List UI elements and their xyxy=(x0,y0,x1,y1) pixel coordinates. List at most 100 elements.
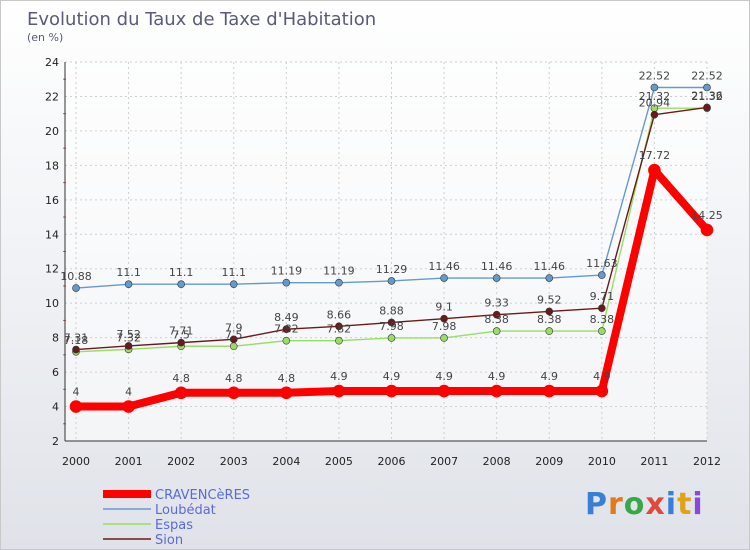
data-point xyxy=(545,327,554,335)
data-point xyxy=(387,334,396,342)
grid xyxy=(65,61,708,442)
y-tick-label: 12 xyxy=(45,263,59,276)
data-label: 22.52 xyxy=(639,69,671,82)
data-point xyxy=(280,386,293,400)
data-label: 7.5 xyxy=(225,328,243,341)
y-tick-label: 2 xyxy=(52,435,59,448)
data-label: 7.71 xyxy=(169,325,194,338)
data-point xyxy=(332,384,346,398)
data-label: 9.1 xyxy=(435,301,453,314)
data-point xyxy=(385,384,398,398)
y-tick-label: 16 xyxy=(45,194,59,207)
data-label: 20.94 xyxy=(639,97,671,110)
y-tick-label: 14 xyxy=(45,228,59,241)
data-point xyxy=(177,338,185,347)
data-label: 8.88 xyxy=(379,304,404,317)
data-label: 9.71 xyxy=(590,290,615,303)
legend-label: CRAVENCèRES xyxy=(155,488,250,503)
y-tick-label: 6 xyxy=(52,366,59,379)
data-point xyxy=(282,278,291,287)
data-point xyxy=(703,103,711,112)
data-label: 7.52 xyxy=(116,328,141,341)
data-label: 11.1 xyxy=(169,266,194,279)
y-tick-label: 4 xyxy=(52,401,59,414)
data-label: 21.36 xyxy=(691,89,723,102)
y-tick-label: 18 xyxy=(45,159,59,172)
data-label: 7.98 xyxy=(432,320,457,333)
x-tick-label: 2005 xyxy=(325,455,353,468)
data-point xyxy=(440,314,448,323)
data-label: 7.32 xyxy=(116,331,141,344)
data-point xyxy=(650,110,659,119)
data-point xyxy=(440,334,448,342)
data-label: 7.82 xyxy=(327,323,352,336)
logo-letter: r xyxy=(608,487,624,522)
x-tick-label: 2010 xyxy=(588,455,616,468)
x-tick-label: 2003 xyxy=(220,455,248,468)
data-label: 7.31 xyxy=(64,332,89,345)
data-label: 4.9 xyxy=(330,370,348,383)
data-label: 17.72 xyxy=(639,149,671,162)
data-label: 7.98 xyxy=(379,320,404,333)
data-label: 11.46 xyxy=(428,260,460,273)
data-point xyxy=(598,271,606,279)
data-label: 4.8 xyxy=(278,372,296,385)
series xyxy=(69,83,714,413)
data-point xyxy=(282,325,291,333)
data-label: 22.52 xyxy=(691,69,723,82)
data-label: 8.38 xyxy=(484,313,509,326)
x-tick-label: 2009 xyxy=(535,455,563,468)
data-point xyxy=(229,335,238,344)
data-label: 21.32 xyxy=(691,90,723,103)
data-point xyxy=(229,280,238,289)
data-point xyxy=(650,83,659,92)
data-label: 8.38 xyxy=(537,313,562,326)
data-point xyxy=(335,278,343,287)
data-point xyxy=(229,342,238,351)
data-label: 7.82 xyxy=(274,323,299,336)
data-label: 11.19 xyxy=(271,265,303,278)
data-label: 14.25 xyxy=(691,209,723,222)
chart-subtitle: (en %) xyxy=(27,31,63,44)
logo-letter: i xyxy=(692,487,704,522)
data-label: 11.19 xyxy=(323,265,355,278)
data-label: 8.66 xyxy=(327,308,352,321)
x-tick-label: 2012 xyxy=(693,455,721,468)
data-label: 9.52 xyxy=(537,293,562,306)
data-point xyxy=(69,400,83,413)
data-point xyxy=(700,223,714,237)
y-tick-label: 8 xyxy=(52,332,59,345)
data-point xyxy=(72,284,80,292)
x-tick-label: 2001 xyxy=(115,455,143,468)
data-label: 11.46 xyxy=(481,260,513,273)
y-tick-label: 20 xyxy=(45,125,59,138)
data-point xyxy=(648,163,661,177)
data-label: 4.9 xyxy=(435,370,453,383)
data-label: 7.5 xyxy=(172,328,190,341)
data-label: 11.1 xyxy=(222,266,247,279)
data-point xyxy=(598,304,606,312)
x-tick-label: 2006 xyxy=(378,455,406,468)
data-label: 4.9 xyxy=(593,370,611,383)
data-point xyxy=(387,277,396,285)
logo-letter: t xyxy=(677,487,693,522)
data-point xyxy=(545,307,554,316)
data-point xyxy=(492,310,501,319)
data-point xyxy=(492,327,501,335)
data-point xyxy=(282,336,291,345)
data-point xyxy=(124,342,133,350)
data-point xyxy=(545,274,554,282)
y-tick-label: 22 xyxy=(45,90,59,103)
data-point xyxy=(490,384,503,398)
data-label: 11.46 xyxy=(534,260,566,273)
data-point xyxy=(492,274,501,282)
data-point xyxy=(72,345,80,354)
logo-letter: o xyxy=(623,487,646,522)
data-label: 4.8 xyxy=(172,372,190,385)
data-point xyxy=(437,384,451,398)
data-point xyxy=(595,384,609,398)
data-label: 8.49 xyxy=(274,311,299,324)
data-point xyxy=(703,83,711,92)
data-point xyxy=(440,274,448,282)
